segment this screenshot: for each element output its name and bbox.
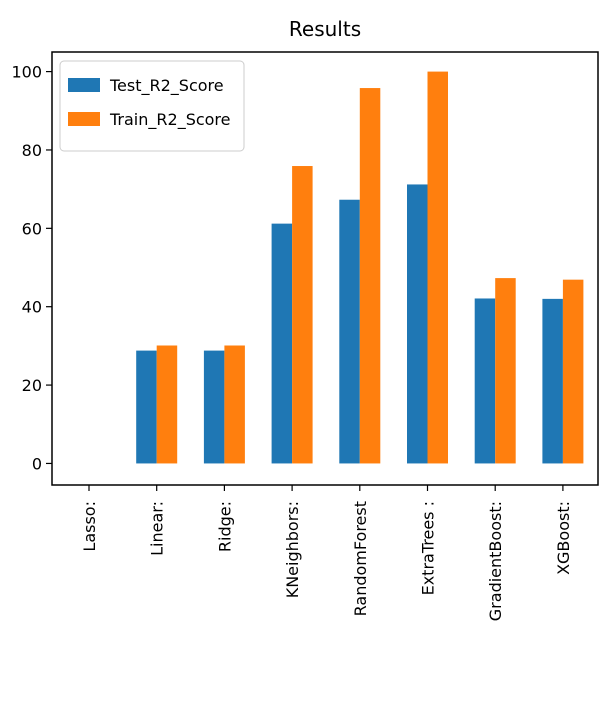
bars-group [136,71,584,464]
x-tick-label: RandomForest [351,501,370,616]
bar-test-6 [474,298,496,464]
y-tick-label: 80 [22,141,42,160]
y-tick-label: 20 [22,376,42,395]
bar-train-6 [495,278,516,464]
bar-test-4 [339,199,360,464]
x-tick-label: ExtraTrees : [419,501,438,595]
x-tick-label: Lasso: [80,501,99,552]
legend-swatch [68,112,100,126]
bar-test-5 [407,184,428,464]
x-axis: Lasso: Linear: Ridge: KNeighbors: RandomFore… [80,485,573,621]
legend-label: Train_R2_Score [109,110,231,130]
bar-train-5 [427,71,448,464]
y-axis: 0 20 40 60 80 100 [11,63,52,473]
x-tick-label: KNeighbors: [283,501,302,598]
legend-box [59,60,245,152]
bar-test-1 [136,350,157,464]
legend-swatch [68,78,100,92]
x-tick-label: Ridge: [215,501,234,552]
bar-train-2 [224,345,245,464]
bar-test-7 [542,298,563,464]
bar-train-3 [292,166,313,464]
plot-frame [51,51,599,486]
x-tick-label: Linear: [148,501,167,556]
y-tick-label: 60 [22,219,42,238]
legend-label: Test_R2_Score [109,76,224,96]
bar-test-2 [203,350,225,464]
y-tick-label: 0 [32,454,42,473]
chart-title: Results [289,17,361,41]
y-tick-label: 100 [11,63,42,82]
bar-train-1 [156,345,178,464]
y-tick-label: 40 [22,298,42,317]
bar-train-4 [359,88,381,464]
legend: Test_R2_Score Train_R2_Score [59,60,245,152]
x-tick-label: GradientBoost: [486,501,505,621]
x-tick-label: XGBoost: [554,501,573,575]
bar-test-3 [271,223,293,464]
bar-train-7 [562,279,584,464]
